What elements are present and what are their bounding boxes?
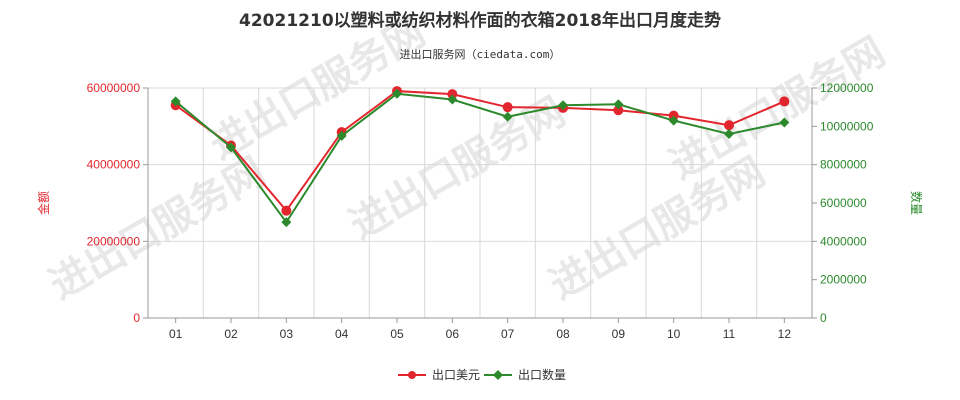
x-tick-label: 01 [169, 327, 183, 341]
y-right-tick-label: 0 [820, 311, 827, 325]
legend-item-amount[interactable]: 出口美元 [398, 368, 480, 382]
legend-amount-marker [408, 371, 416, 379]
y-left-tick-label: 40000000 [87, 158, 141, 172]
series-line-quantity [175, 92, 785, 224]
data-point-quantity [336, 130, 347, 141]
data-point-quantity [392, 88, 402, 99]
x-tick-label: 06 [446, 327, 460, 341]
x-tick-label: 12 [778, 327, 792, 341]
data-point-quantity [558, 100, 568, 111]
y-left-tick-label: 20000000 [87, 234, 141, 248]
x-tick-label: 02 [224, 327, 238, 341]
watermark-text: 进出口服务网 [342, 89, 573, 249]
legend: 出口美元 出口数量 [398, 367, 566, 382]
x-tick-label: 11 [723, 327, 736, 341]
y-right-tick-label: 8000000 [820, 158, 867, 172]
legend-quantity-marker [493, 370, 503, 380]
x-tick-label: 10 [667, 327, 681, 341]
watermark-text: 进出口服务网 [542, 149, 773, 309]
y-axis-left-title: 金额 [36, 191, 51, 215]
watermark-text: 进出口服务网 [42, 149, 273, 309]
legend-item-quantity[interactable]: 出口数量 [484, 367, 566, 382]
y-left-tick-label: 0 [133, 311, 140, 325]
data-point-quantity [447, 94, 458, 105]
y-right-tick-label: 12000000 [820, 81, 874, 95]
x-tick-label: 09 [612, 327, 626, 341]
x-tick-label: 08 [556, 327, 570, 341]
data-point-amount [447, 89, 458, 100]
data-point-quantity [170, 96, 181, 107]
y-right-tick-label: 4000000 [820, 234, 867, 248]
data-point-amount [779, 96, 790, 107]
data-point-quantity [502, 111, 513, 122]
y-right-tick-label: 2000000 [820, 273, 867, 287]
y-right-tick-label: 6000000 [820, 196, 867, 210]
chart-title: 42021210以塑料或纺织材料作面的衣箱2018年出口月度走势 [239, 10, 721, 31]
x-tick-label: 05 [390, 327, 404, 341]
data-point-amount [613, 105, 624, 116]
y-axis-right-title: 数量 [909, 191, 924, 215]
series-line-amount [175, 90, 785, 213]
y-left-tick-label: 60000000 [87, 81, 141, 95]
legend-quantity-label: 出口数量 [518, 367, 566, 382]
data-point-quantity [779, 117, 790, 128]
y-right-tick-label: 10000000 [820, 119, 874, 133]
legend-amount-label: 出口美元 [432, 368, 480, 382]
axes: 0 20000000 40000000 60000000 0 2000000 4000000… [87, 81, 874, 341]
data-point-quantity [613, 99, 624, 110]
data-point-quantity [724, 129, 734, 139]
x-tick-label: 07 [501, 327, 515, 341]
data-point-quantity [668, 115, 679, 126]
x-tick-label: 03 [280, 327, 294, 341]
data-point-quantity [281, 217, 292, 228]
chart-subtitle: 进出口服务网（ciedata.com） [400, 47, 561, 61]
data-point-amount [724, 120, 734, 131]
x-tick-label: 04 [335, 327, 349, 341]
data-point-amount [281, 205, 292, 216]
data-point-amount [502, 102, 513, 113]
data-point-quantity [226, 142, 236, 153]
series-layer [170, 86, 790, 228]
